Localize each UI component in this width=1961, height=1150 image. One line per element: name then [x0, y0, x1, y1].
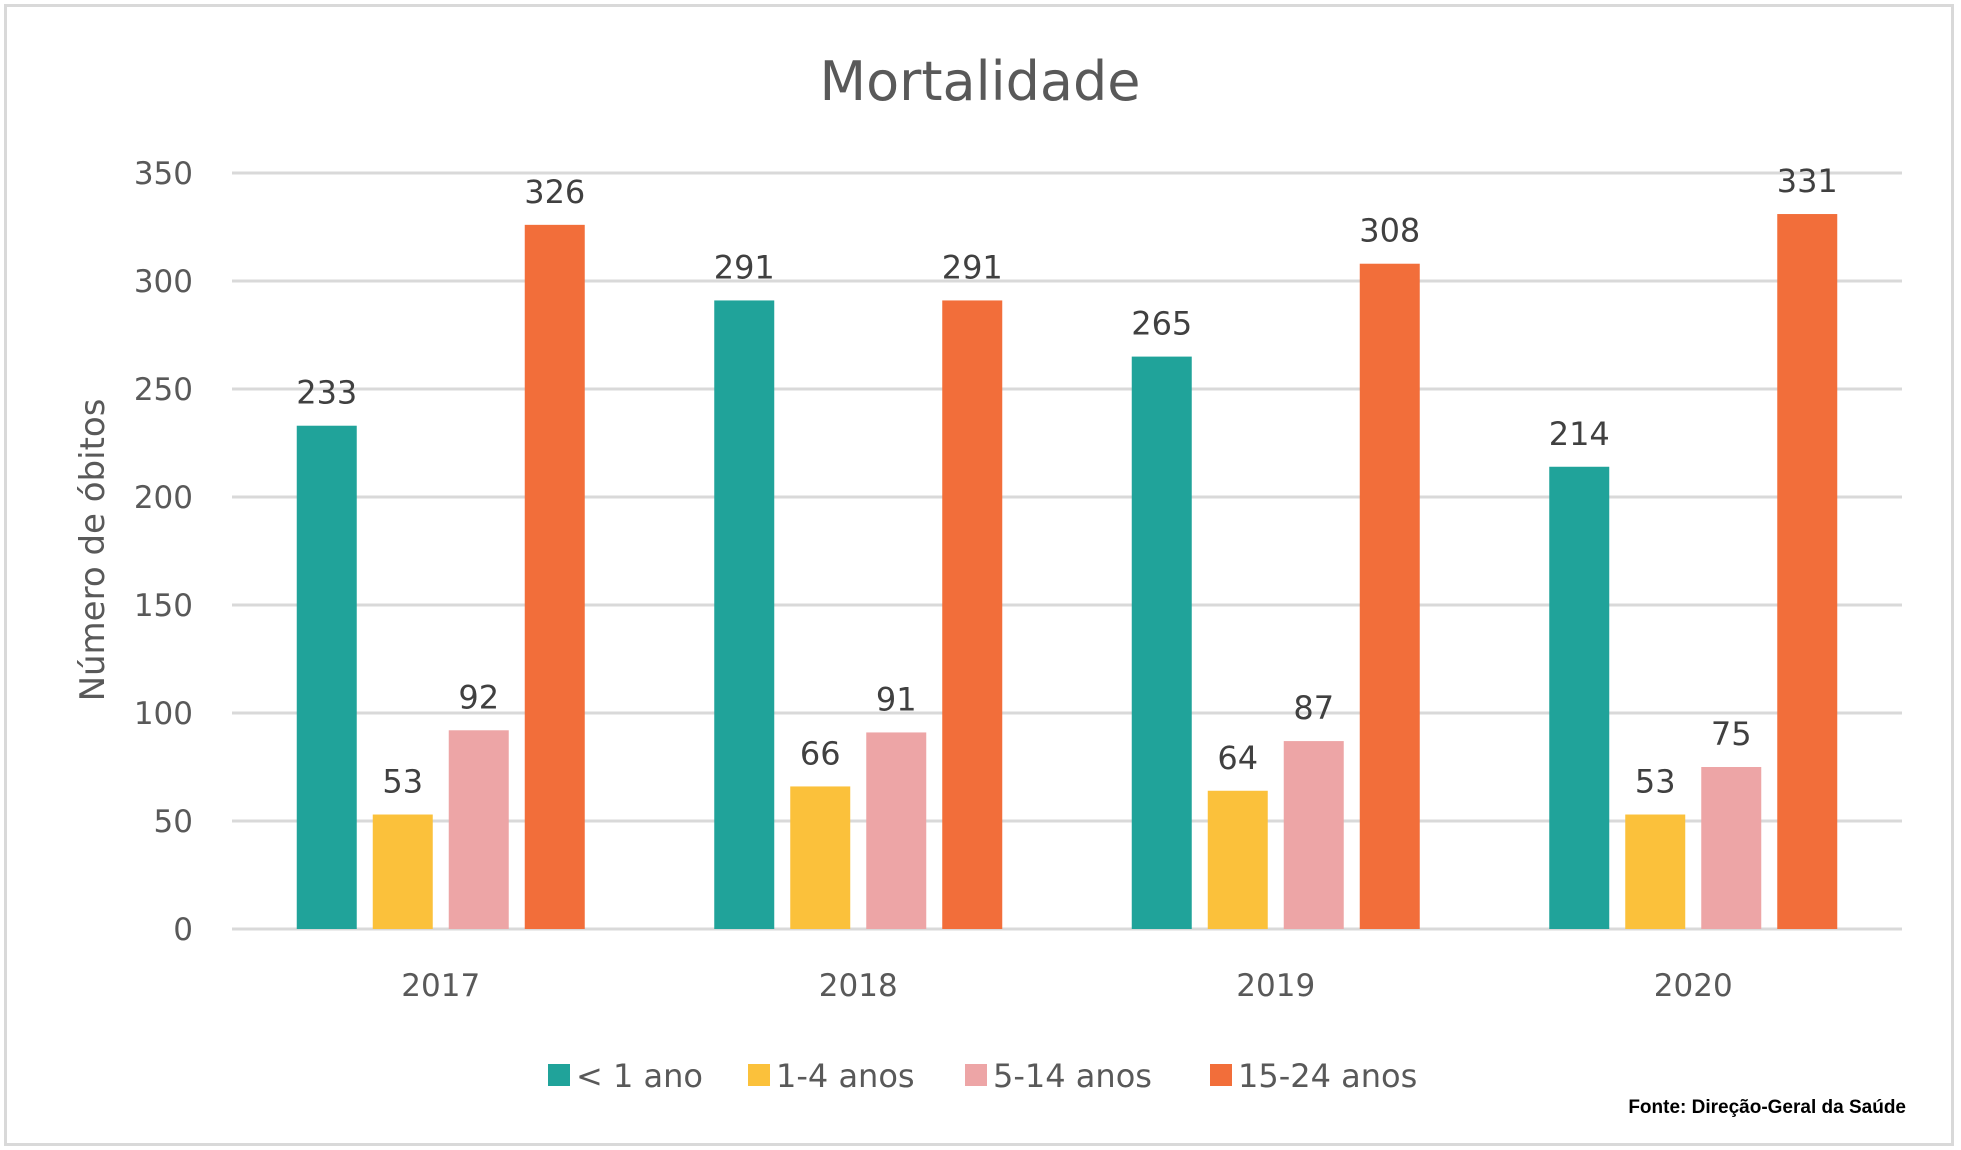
bar — [1207, 790, 1268, 929]
bars — [296, 214, 1838, 930]
bar — [1283, 741, 1344, 929]
data-label: 91 — [876, 680, 917, 718]
data-label: 87 — [1293, 689, 1334, 727]
x-tick-label: 2020 — [1654, 968, 1733, 1004]
bar — [1625, 814, 1686, 929]
chart-title: Mortalidade — [820, 50, 1141, 113]
y-tick-label: 350 — [134, 156, 193, 192]
data-label: 308 — [1359, 212, 1420, 250]
legend-swatch — [748, 1064, 770, 1086]
bar — [524, 224, 585, 930]
y-tick-label: 300 — [134, 264, 193, 300]
legend-swatch — [965, 1064, 987, 1086]
y-axis-ticks: 0 50 100 150 200 250 300 350 — [134, 156, 193, 948]
y-tick-label: 50 — [154, 804, 193, 840]
bar — [1549, 466, 1610, 929]
bar — [1701, 767, 1762, 929]
data-label: 64 — [1217, 739, 1258, 777]
bar — [296, 425, 357, 929]
bar — [372, 814, 433, 929]
x-tick-label: 2018 — [819, 968, 898, 1004]
legend-label: 5-14 anos — [993, 1057, 1152, 1095]
data-label: 66 — [800, 734, 841, 772]
data-label: 233 — [296, 374, 357, 412]
legend-swatch — [1210, 1064, 1232, 1086]
bar — [790, 786, 851, 929]
y-axis-label: Número de óbitos — [73, 399, 113, 702]
data-label: 53 — [382, 763, 423, 801]
gridlines — [232, 171, 1902, 931]
bar — [714, 300, 775, 929]
data-label: 291 — [942, 248, 1003, 286]
x-tick-label: 2019 — [1236, 968, 1315, 1004]
data-label: 214 — [1549, 415, 1610, 453]
legend-label: 15-24 anos — [1238, 1057, 1417, 1095]
data-label: 326 — [524, 173, 585, 211]
y-tick-label: 0 — [173, 912, 193, 948]
legend-label: 1-4 anos — [776, 1057, 915, 1095]
legend-swatch — [548, 1064, 570, 1086]
data-label: 291 — [714, 248, 775, 286]
data-label: 75 — [1711, 715, 1752, 753]
legend: < 1 ano 1-4 anos 5-14 anos 15-24 anos — [548, 1057, 1417, 1095]
bar — [1359, 263, 1420, 930]
bar — [1131, 356, 1192, 930]
bar — [448, 730, 509, 929]
data-label: 265 — [1131, 305, 1192, 343]
legend-label: < 1 ano — [576, 1057, 703, 1095]
x-tick-label: 2017 — [401, 968, 480, 1004]
data-label: 331 — [1777, 162, 1838, 200]
y-tick-label: 100 — [134, 696, 193, 732]
x-axis-ticks: 2017 2018 2019 2020 — [401, 968, 1732, 1004]
bar — [866, 732, 927, 929]
chart-border — [4, 4, 1954, 1146]
y-tick-label: 200 — [134, 480, 193, 516]
y-tick-label: 150 — [134, 588, 193, 624]
data-labels: 233 53 92 326 291 66 91 291 265 64 87 308 214 53 75 331 — [296, 162, 1838, 800]
bar — [942, 300, 1003, 929]
data-label: 53 — [1635, 763, 1676, 801]
bar — [1777, 214, 1838, 930]
data-label: 92 — [458, 678, 499, 716]
source-note: Fonte: Direção-Geral da Saúde — [1628, 1097, 1906, 1118]
y-tick-label: 250 — [134, 372, 193, 408]
